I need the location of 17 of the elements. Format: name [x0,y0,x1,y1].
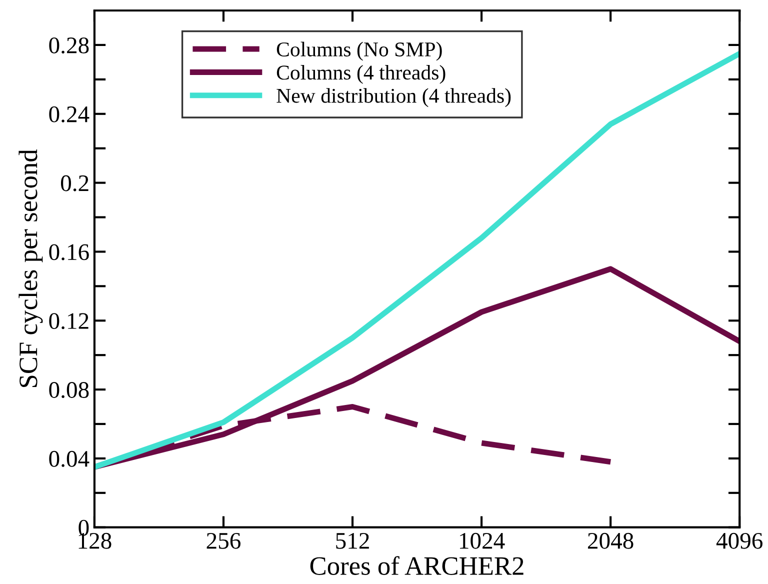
x-axis-title: Cores of ARCHER2 [310,556,524,575]
y-tick-label: 0.08 [49,382,89,398]
x-tick-label: 4096 [716,532,762,549]
y-tick-label: 0.04 [49,450,90,467]
y-tick-label: 0.24 [49,106,90,122]
x-tick-label: 1024 [460,532,505,549]
legend-label: New distribution (4 threads) [276,88,511,108]
y-axis-title: SCF cycles per second [18,149,43,387]
x-tick-label: 2048 [588,532,634,549]
y-tick-label: 0.16 [49,244,89,260]
y-tick-label: 0.2 [60,175,88,192]
legend-label: Columns (No SMP) [276,42,442,61]
x-tick-label: 512 [336,532,369,549]
legend-label: Columns (4 threads) [276,64,446,84]
y-tick-label: 0.12 [49,313,88,330]
y-tick-label: 0.28 [49,37,89,54]
x-tick-label: 256 [206,532,240,549]
